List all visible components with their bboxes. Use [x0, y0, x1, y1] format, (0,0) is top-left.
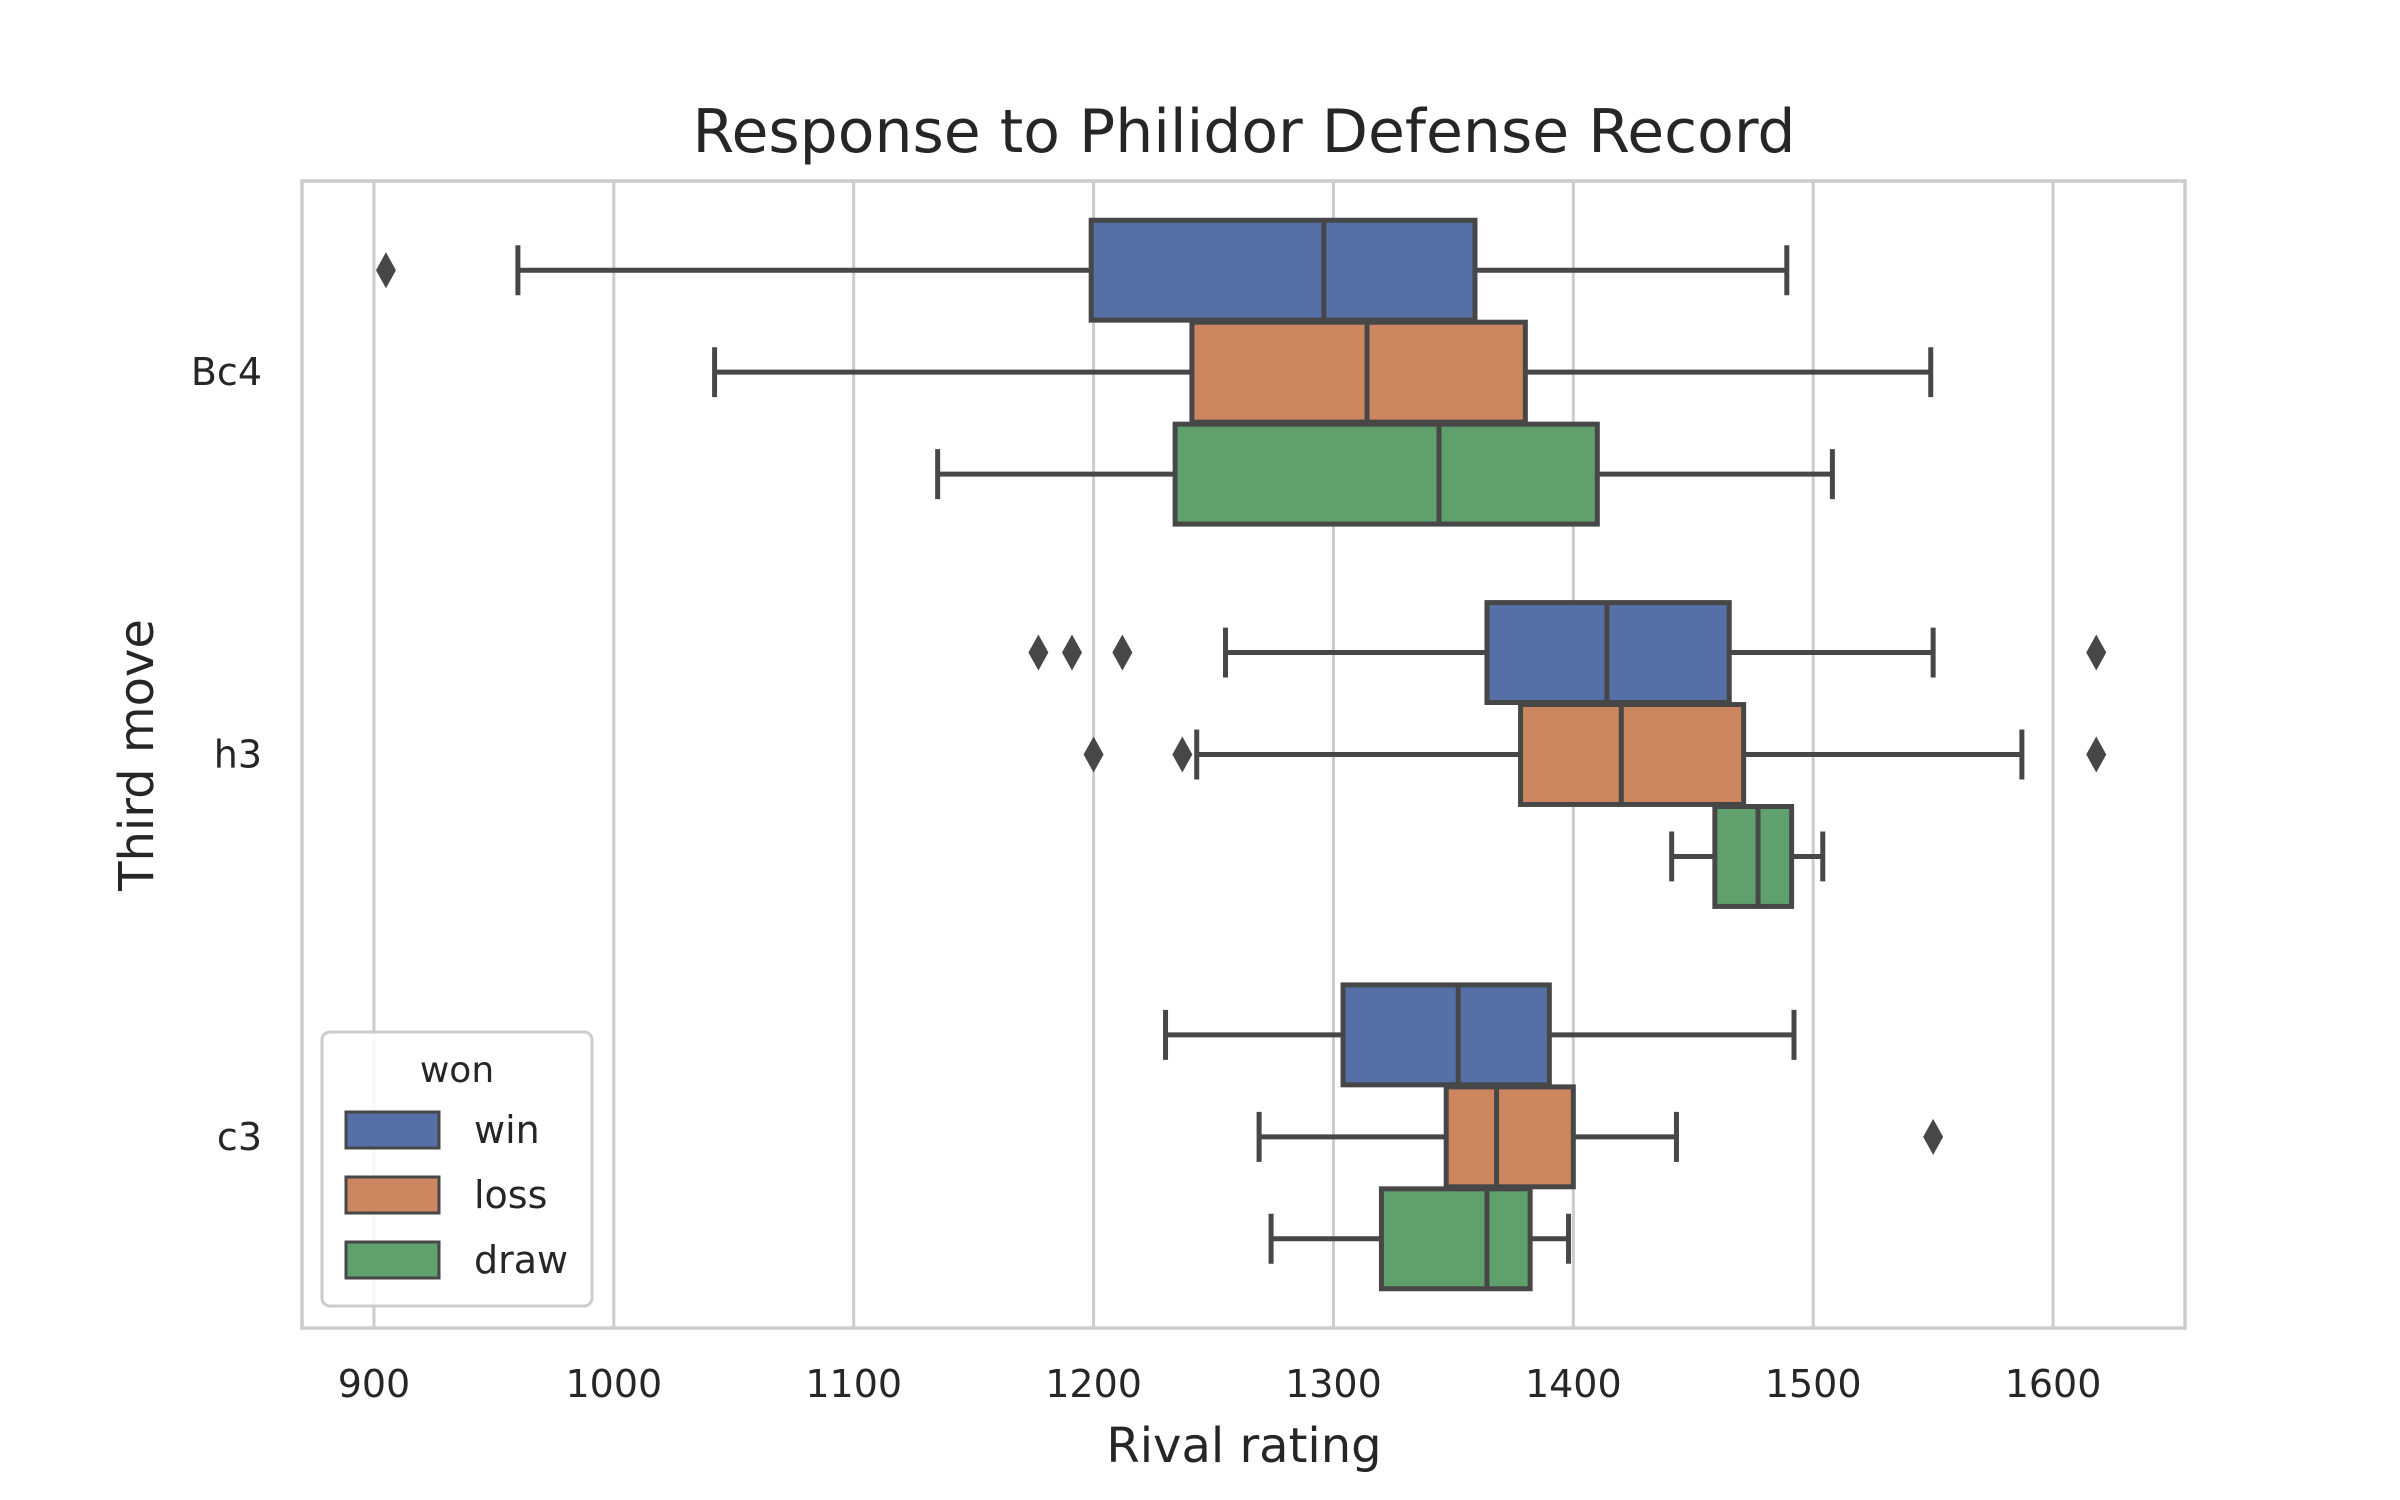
iqr-box: [1340, 982, 1552, 1088]
legend-title: won: [420, 1050, 494, 1091]
x-tick-label-1500: 1500: [1765, 1362, 1862, 1406]
outlier-point: [2086, 634, 2107, 671]
iqr-box: [1443, 1084, 1576, 1190]
legend-swatch-draw: [344, 1240, 441, 1280]
x-tick-label-900: 900: [338, 1362, 411, 1406]
x-tick-label-1100: 1100: [805, 1362, 902, 1406]
outlier-point: [1172, 736, 1193, 773]
legend-swatch-win: [344, 1110, 441, 1150]
legend-label-draw: draw: [474, 1238, 568, 1282]
outlier-point: [375, 252, 396, 289]
x-axis-ticks: 900 1000 1100 1200 1300 1400 1500 1600: [338, 1362, 2102, 1406]
chart-title: Response to Philidor Defense Record: [692, 97, 1795, 167]
box-bc4-draw: [935, 421, 1835, 527]
outlier-point: [1083, 736, 1104, 773]
plot-border: [300, 179, 2187, 1330]
outlier-point: [1028, 634, 1049, 671]
box-bc4-win: [375, 217, 1790, 323]
boxes: [375, 217, 2107, 1292]
y-axis-ticks: Bc4 h3 c3: [191, 350, 262, 1159]
x-tick-label-1600: 1600: [2005, 1362, 2102, 1406]
iqr-box: [1518, 702, 1747, 807]
box-c3-draw: [1268, 1186, 1572, 1292]
x-tick-label-1200: 1200: [1045, 1362, 1142, 1406]
y-tick-label-c3: c3: [217, 1115, 262, 1159]
outlier-point: [1923, 1118, 1944, 1155]
y-tick-label-h3: h3: [214, 733, 262, 777]
box-c3-win: [1163, 982, 1797, 1088]
outlier-point: [1061, 634, 1082, 671]
legend-entries: win loss draw: [344, 1108, 568, 1282]
box-h3-draw: [1669, 803, 1826, 909]
iqr-box: [1712, 803, 1795, 909]
iqr-box: [1189, 319, 1528, 425]
outlier-point: [2086, 736, 2107, 773]
iqr-box: [1172, 421, 1600, 527]
legend-swatch-loss: [344, 1175, 441, 1215]
x-axis-label: Rival rating: [1106, 1418, 1381, 1474]
legend-frame: [320, 1030, 594, 1308]
box-bc4-loss: [712, 319, 1934, 425]
iqr-box: [1378, 1186, 1533, 1292]
y-tick-label-bc4: Bc4: [191, 350, 262, 394]
outlier-point: [1112, 634, 1133, 671]
iqr-box: [1088, 217, 1478, 323]
x-tick-label-1000: 1000: [565, 1362, 662, 1406]
legend-label-win: win: [474, 1108, 540, 1152]
y-axis-label: Third move: [109, 619, 165, 892]
legend: won win loss draw: [320, 1030, 594, 1308]
x-tick-label-1300: 1300: [1285, 1362, 1382, 1406]
x-tick-label-1400: 1400: [1525, 1362, 1622, 1406]
legend-label-loss: loss: [474, 1173, 547, 1217]
box-h3-loss: [1083, 702, 2107, 807]
